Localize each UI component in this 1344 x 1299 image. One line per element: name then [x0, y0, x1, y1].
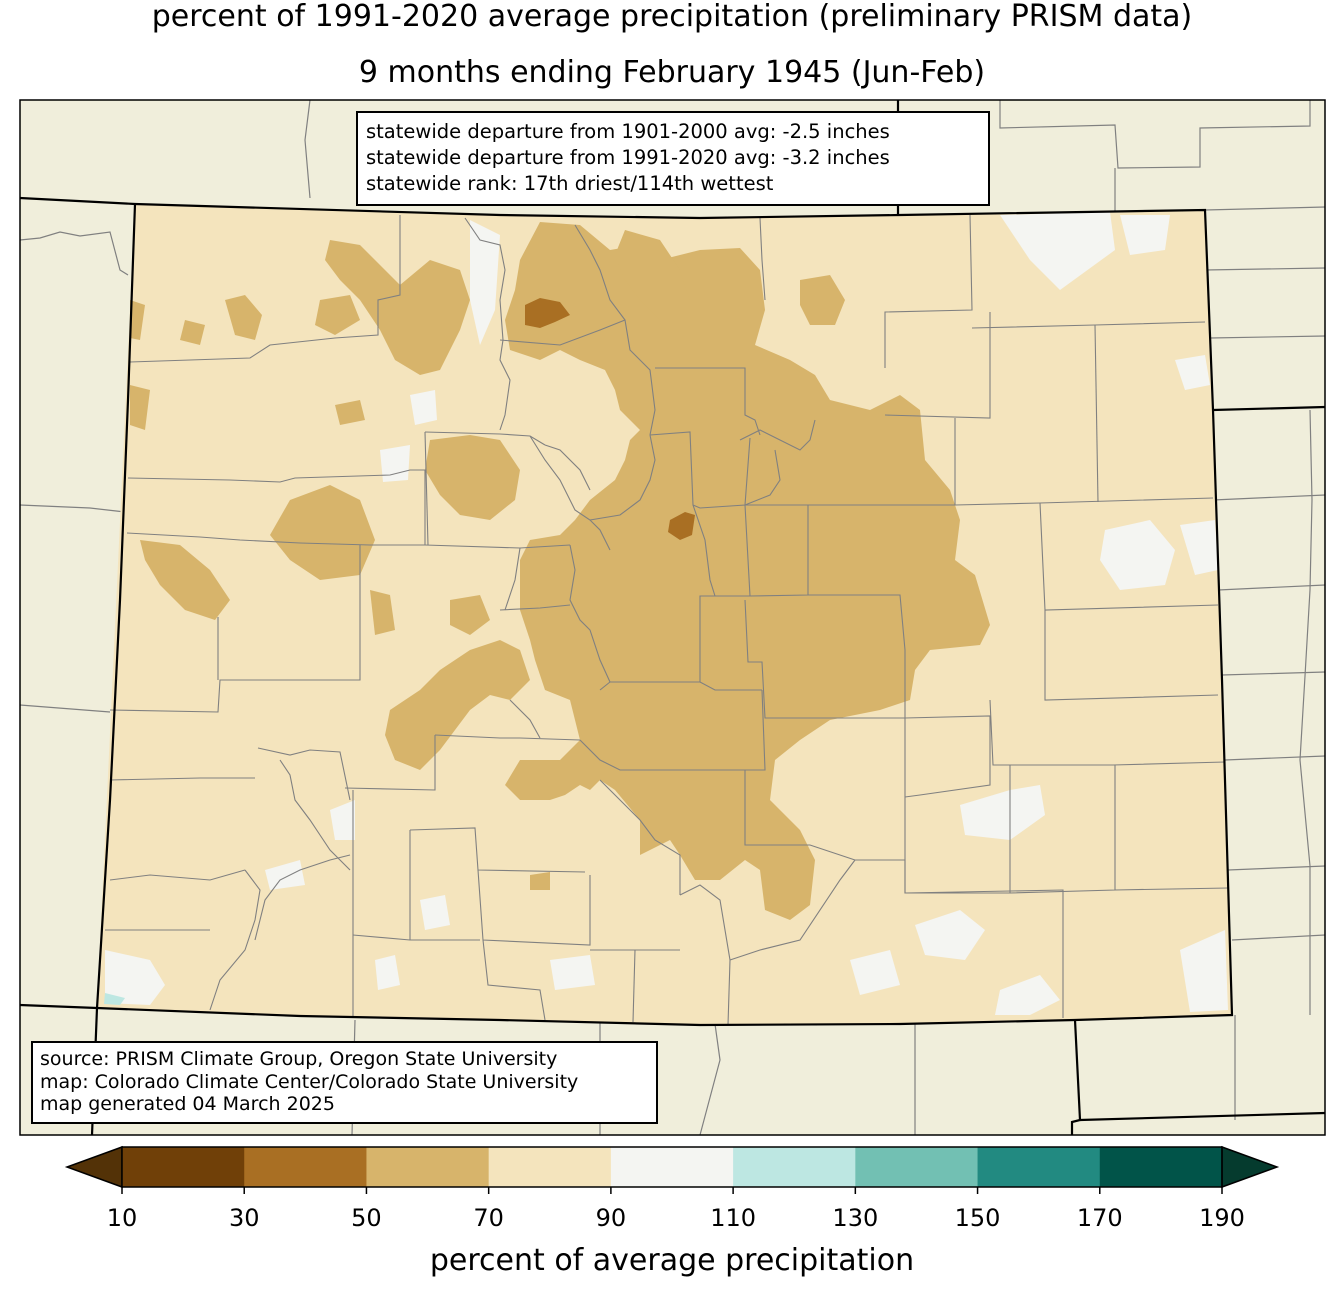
- colorbar-label: percent of average precipitation: [429, 1243, 915, 1278]
- stats-departure-1991-2020: statewide departure from 1991-2020 avg: …: [366, 146, 890, 169]
- source-prism: source: PRISM Climate Group, Oregon Stat…: [40, 1048, 558, 1070]
- colorbar: [64, 1145, 1280, 1194]
- colorado-county-lines: [105, 214, 1229, 1026]
- driest-spots: [525, 298, 695, 540]
- statewide-stats-box: statewide departure from 1901-2000 avg: …: [356, 111, 990, 206]
- colorbar-tick-label: 30: [228, 1204, 260, 1232]
- colorbar-tick-label: 170: [1076, 1204, 1123, 1232]
- irregular-county-boundaries: [209, 217, 816, 1011]
- colorbar-over-arrow: [1221, 1145, 1280, 1189]
- map-frame: [19, 99, 1326, 1136]
- colorbar-bin-130-150: [855, 1147, 979, 1187]
- colorbar-bin-30-50: [244, 1147, 367, 1187]
- neighbor-county-lines: [19, 99, 1326, 1136]
- colorbar-bin-150-170: [977, 1147, 1101, 1187]
- colorbar-tick-label: 50: [351, 1204, 382, 1232]
- colorbar-tick-label: 70: [473, 1204, 504, 1232]
- state-borders: [19, 100, 1326, 1136]
- source-map-credit: map: Colorado Climate Center/Colorado St…: [40, 1070, 579, 1093]
- colorbar-tick-label: 190: [1199, 1204, 1245, 1232]
- source-box: source: PRISM Climate Group, Oregon Stat…: [31, 1041, 658, 1124]
- colorbar-bin-50-70: [366, 1147, 490, 1187]
- colorbar-bin-170-190: [1099, 1147, 1223, 1187]
- colorbar-tick-label: 130: [832, 1204, 879, 1232]
- wetter-patch: [104, 993, 125, 1005]
- colorbar-bin-90-110: [610, 1147, 734, 1187]
- stats-rank: statewide rank: 17th driest/114th wettes…: [366, 172, 774, 195]
- map-title-line-1: percent of 1991-2020 average precipitati…: [151, 0, 1193, 34]
- stats-departure-1901-2000: statewide departure from 1901-2000 avg: …: [366, 120, 890, 143]
- near-normal-patches: [105, 212, 1228, 1015]
- colorbar-bin-110-130: [733, 1147, 856, 1187]
- colorbar-tick-label: 90: [595, 1204, 627, 1232]
- colorbar-bin-70-90: [488, 1147, 612, 1187]
- colorbar-outline: [121, 1146, 1223, 1188]
- colorbar-tick-label: 10: [106, 1204, 138, 1232]
- dry-areas: [130, 222, 990, 920]
- colorbar-tick-label: 150: [954, 1204, 1001, 1232]
- colorbar-tick-label: 110: [710, 1204, 757, 1232]
- colorbar-bin-10-30: [122, 1147, 245, 1187]
- map-title-line-2: 9 months ending February 1945 (Jun-Feb): [358, 55, 986, 90]
- source-generated-date: map generated 04 March 2025: [40, 1093, 335, 1115]
- colorbar-under-arrow: [64, 1145, 123, 1189]
